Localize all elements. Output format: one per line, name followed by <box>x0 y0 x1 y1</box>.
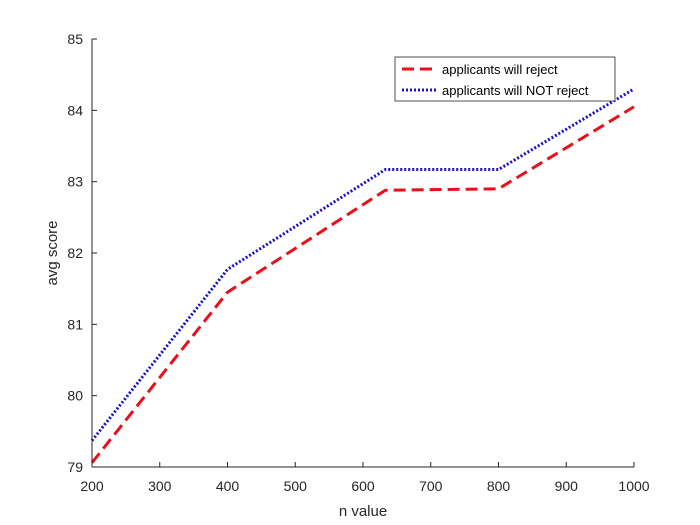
y-tick-label: 84 <box>67 102 83 118</box>
y-tick-label: 81 <box>67 316 83 332</box>
y-tick-label: 85 <box>67 31 83 47</box>
x-axis-label: n value <box>339 503 387 520</box>
plot-background <box>92 39 634 467</box>
x-tick-label: 700 <box>419 478 443 494</box>
series-layer <box>90 87 635 464</box>
x-tick-label: 400 <box>216 478 240 494</box>
y-tick-label: 82 <box>67 245 83 261</box>
x-tick-label: 1000 <box>618 478 649 494</box>
legend-label-not-reject: applicants will NOT reject <box>442 83 589 98</box>
y-axis-label: avg score <box>44 220 61 285</box>
legend-box <box>394 56 616 102</box>
legend: applicants will reject applicants will N… <box>394 56 616 102</box>
x-tick-label: 500 <box>284 478 308 494</box>
legend-label-reject: applicants will reject <box>442 62 558 77</box>
x-tick-label: 800 <box>487 478 511 494</box>
x-tick-label: 200 <box>80 478 104 494</box>
series-line-not-reject <box>90 87 635 442</box>
y-tick-label: 83 <box>67 174 83 190</box>
y-tick-label: 80 <box>67 388 83 404</box>
y-tick-label: 79 <box>67 459 83 475</box>
x-tick-label: 900 <box>555 478 579 494</box>
x-ticks: 200 300 400 500 600 700 800 900 1000 <box>80 462 650 494</box>
x-tick-label: 300 <box>148 478 172 494</box>
series-line-reject <box>90 105 635 464</box>
x-tick-label: 600 <box>351 478 375 494</box>
y-ticks: 79 80 81 82 83 84 85 <box>67 31 97 475</box>
